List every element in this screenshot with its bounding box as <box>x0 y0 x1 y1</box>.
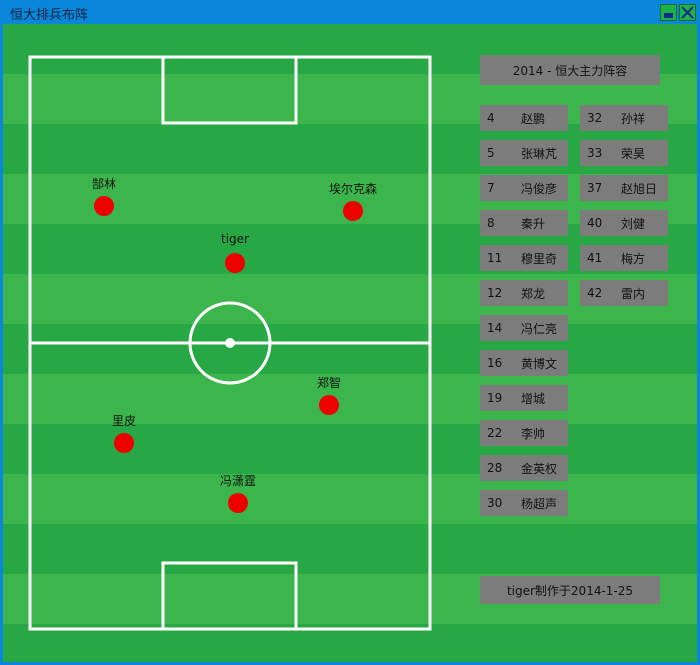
roster-number: 16 <box>487 356 503 370</box>
player-name: 里皮 <box>111 414 136 428</box>
roster-item[interactable]: 11 穆里奇 <box>480 245 568 271</box>
player-name: 郜林 <box>91 177 116 191</box>
roster-name: 刘健 <box>621 216 646 231</box>
roster-name: 冯仁亮 <box>521 321 558 336</box>
player-name: 冯潇霆 <box>219 474 256 488</box>
roster-name: 杨超声 <box>521 496 558 511</box>
roster-name: 雷内 <box>621 286 646 301</box>
minimize-icon <box>664 12 673 18</box>
roster-name: 荣昊 <box>621 146 646 161</box>
roster-item[interactable]: 19 增城 <box>480 385 568 411</box>
roster-name: 秦升 <box>521 216 546 231</box>
center-circle <box>188 301 272 385</box>
roster-item[interactable]: 28 金英权 <box>480 455 568 481</box>
window-border-bottom <box>0 662 700 665</box>
player-name: tiger <box>221 232 249 246</box>
roster-number: 19 <box>487 391 503 405</box>
roster-item[interactable]: 8 秦升 <box>480 210 568 236</box>
window-border-right <box>697 24 700 665</box>
roster-number: 32 <box>587 111 603 125</box>
roster-name: 孙祥 <box>621 111 646 126</box>
roster-item[interactable]: 5 张琳芃 <box>480 140 568 166</box>
close-button[interactable] <box>679 4 696 21</box>
roster-number: 30 <box>487 496 503 510</box>
roster-number: 37 <box>587 181 603 195</box>
player-dot[interactable] <box>319 395 339 415</box>
player-dot[interactable] <box>114 433 134 453</box>
roster-name: 李帅 <box>521 426 546 441</box>
title-bar: 恒大排兵布阵 <box>0 0 700 24</box>
credit-label: tiger制作于2014-1-25 <box>480 576 660 604</box>
minimize-button[interactable] <box>660 4 677 21</box>
roster-item[interactable]: 12 郑龙 <box>480 280 568 306</box>
roster-item[interactable]: 33 荣昊 <box>580 140 668 166</box>
roster-number: 33 <box>587 146 603 160</box>
roster-name: 金英权 <box>521 461 558 476</box>
roster-name: 穆里奇 <box>521 251 558 266</box>
roster-number: 5 <box>487 146 495 160</box>
window-border-left <box>0 24 3 665</box>
roster-item[interactable]: 40 刘健 <box>580 210 668 236</box>
roster-name: 张琳芃 <box>521 146 558 161</box>
roster-item[interactable]: 30 杨超声 <box>480 490 568 516</box>
bottom-penalty-box <box>161 561 298 631</box>
roster-number: 40 <box>587 216 603 230</box>
roster-title: 2014 - 恒大主力阵容 <box>480 55 660 85</box>
player-dot[interactable] <box>343 201 363 221</box>
close-icon <box>681 6 694 19</box>
roster-item[interactable]: 22 李帅 <box>480 420 568 446</box>
center-spot <box>225 338 235 348</box>
roster-number: 12 <box>487 286 503 300</box>
roster-name: 郑龙 <box>521 286 546 301</box>
roster-name: 冯俊彦 <box>521 181 558 196</box>
player-dot[interactable] <box>94 196 114 216</box>
roster-item[interactable]: 14 冯仁亮 <box>480 315 568 341</box>
player-name: 郑智 <box>316 376 341 390</box>
player-dot[interactable] <box>228 493 248 513</box>
roster-item[interactable]: 42 雷内 <box>580 280 668 306</box>
player-name: 埃尔克森 <box>328 182 377 196</box>
roster-number: 22 <box>487 426 503 440</box>
roster-name: 梅方 <box>621 251 646 266</box>
roster-number: 7 <box>487 181 495 195</box>
roster-number: 8 <box>487 216 495 230</box>
roster-number: 42 <box>587 286 603 300</box>
roster-number: 4 <box>487 111 495 125</box>
roster-number: 11 <box>487 251 503 265</box>
roster-item[interactable]: 16 黄博文 <box>480 350 568 376</box>
window-title: 恒大排兵布阵 <box>10 8 89 23</box>
roster-number: 41 <box>587 251 603 265</box>
roster-item[interactable]: 32 孙祥 <box>580 105 668 131</box>
roster-number: 14 <box>487 321 503 335</box>
roster-item[interactable]: 7 冯俊彦 <box>480 175 568 201</box>
roster-item[interactable]: 41 梅方 <box>580 245 668 271</box>
player-dot[interactable] <box>225 253 245 273</box>
roster-name: 黄博文 <box>521 356 558 371</box>
roster-name: 赵鹏 <box>521 111 546 126</box>
roster-number: 28 <box>487 461 503 475</box>
roster-item[interactable]: 4 赵鹏 <box>480 105 568 131</box>
top-penalty-box <box>161 55 298 125</box>
roster-item[interactable]: 37 赵旭日 <box>580 175 668 201</box>
roster-name: 赵旭日 <box>621 181 658 196</box>
roster-name: 增城 <box>521 391 546 406</box>
